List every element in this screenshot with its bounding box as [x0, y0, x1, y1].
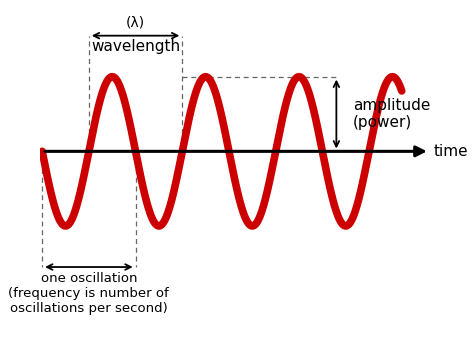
- Text: time: time: [434, 144, 468, 159]
- Text: wavelength: wavelength: [91, 39, 180, 54]
- Text: (λ): (λ): [126, 16, 145, 30]
- Text: one oscillation
(frequency is number of
oscillations per second): one oscillation (frequency is number of …: [9, 272, 169, 315]
- Text: amplitude
(power): amplitude (power): [353, 98, 430, 130]
